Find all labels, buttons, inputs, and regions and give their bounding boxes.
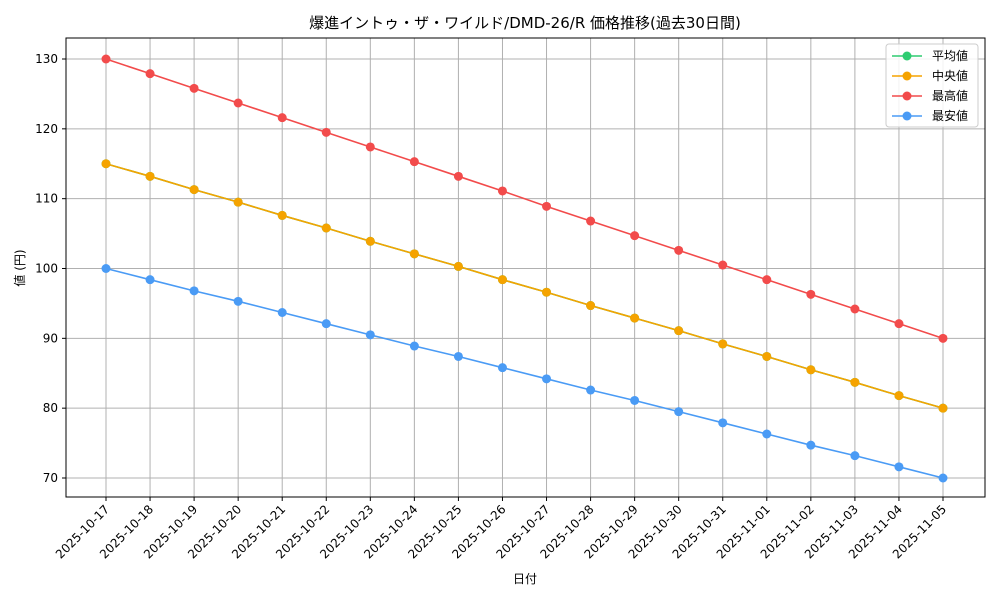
y-tick-label: 110	[35, 192, 58, 206]
legend-label: 中央値	[932, 68, 968, 83]
data-point	[365, 330, 375, 340]
x-axis-ticks: 2025-10-172025-10-182025-10-192025-10-20…	[53, 497, 949, 561]
y-tick-label: 120	[35, 122, 58, 136]
data-point	[894, 462, 904, 472]
data-point	[762, 429, 772, 439]
legend-marker-icon	[902, 71, 912, 81]
data-point	[101, 54, 111, 64]
data-point	[453, 171, 463, 181]
y-tick-label: 90	[43, 331, 58, 345]
data-point	[277, 307, 287, 317]
data-point	[938, 403, 948, 413]
series-2	[101, 54, 948, 343]
data-point	[233, 197, 243, 207]
data-point	[497, 186, 507, 196]
data-point	[542, 201, 552, 211]
data-point	[630, 231, 640, 241]
plot-frame	[65, 37, 986, 498]
y-axis-label: 値 (円)	[12, 249, 27, 286]
data-point	[101, 159, 111, 169]
data-point	[938, 333, 948, 343]
data-point	[145, 171, 155, 181]
y-tick-label: 80	[43, 401, 58, 415]
data-point	[674, 245, 684, 255]
data-point	[718, 339, 728, 349]
data-point	[542, 374, 552, 384]
data-point	[409, 249, 419, 259]
data-point	[497, 275, 507, 285]
y-tick-label: 100	[35, 262, 58, 276]
chart-title: 爆進イントゥ・ザ・ワイルド/DMD-26/R 価格推移(過去30日間)	[309, 14, 741, 32]
data-point	[365, 142, 375, 152]
legend-marker-icon	[902, 111, 912, 121]
data-point	[189, 286, 199, 296]
data-point	[718, 260, 728, 270]
data-point	[321, 223, 331, 233]
data-point	[365, 236, 375, 246]
data-point	[630, 395, 640, 405]
data-point	[409, 157, 419, 167]
data-point	[674, 407, 684, 417]
data-point	[762, 275, 772, 285]
data-point	[806, 365, 816, 375]
data-point	[233, 98, 243, 108]
data-point	[189, 83, 199, 93]
data-point	[894, 391, 904, 401]
data-point	[762, 351, 772, 361]
data-point	[101, 264, 111, 273]
data-point	[497, 363, 507, 373]
data-point	[189, 185, 199, 195]
legend-marker-icon	[902, 51, 912, 61]
data-point	[718, 418, 728, 428]
legend-marker-icon	[902, 91, 912, 101]
grid-lines	[66, 38, 985, 497]
legend-label: 平均値	[932, 48, 968, 63]
data-point	[674, 326, 684, 336]
data-series	[101, 54, 948, 483]
data-point	[630, 313, 640, 323]
data-point	[453, 261, 463, 271]
data-point	[586, 216, 596, 226]
x-axis-label: 日付	[513, 572, 537, 586]
y-axis-ticks: 70 80 90 100 110 120 130	[35, 52, 66, 485]
y-tick-label: 130	[35, 52, 58, 66]
data-point	[806, 289, 816, 299]
data-point	[894, 319, 904, 329]
data-point	[542, 287, 552, 297]
data-point	[233, 296, 243, 306]
legend-label: 最安値	[932, 108, 968, 123]
data-point	[277, 210, 287, 220]
data-point	[409, 341, 419, 351]
data-point	[586, 385, 596, 395]
data-point	[321, 319, 331, 329]
series-1	[101, 159, 948, 413]
series-3	[101, 264, 948, 483]
data-point	[586, 301, 596, 311]
legend-label: 最高値	[932, 88, 968, 103]
y-tick-label: 70	[43, 471, 58, 485]
data-point	[850, 451, 860, 461]
data-point	[145, 69, 155, 79]
data-point	[321, 127, 331, 137]
data-point	[145, 275, 155, 285]
data-point	[453, 351, 463, 361]
data-point	[277, 113, 287, 123]
data-point	[806, 440, 816, 450]
data-point	[938, 473, 948, 483]
data-point	[850, 377, 860, 387]
data-point	[850, 304, 860, 314]
